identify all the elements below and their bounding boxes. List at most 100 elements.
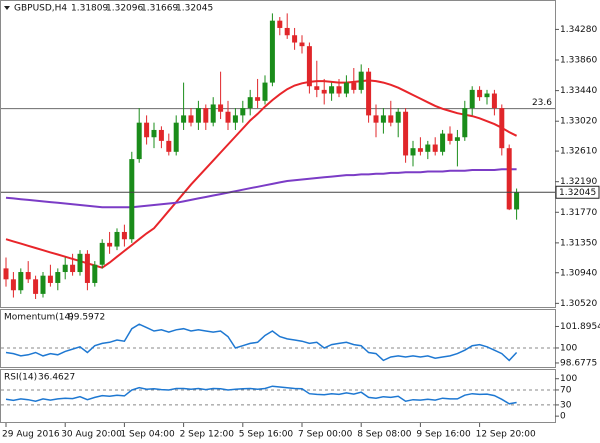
candle-body: [247, 97, 253, 109]
x-tick-label: 30 Aug 20:00: [61, 430, 122, 440]
candle-body: [425, 144, 431, 152]
header-open: 1.31809: [71, 4, 108, 14]
momentum-value: 99.5972: [68, 313, 105, 323]
candle-body: [25, 272, 31, 280]
candle-body: [380, 115, 386, 123]
candle-body: [151, 129, 157, 138]
y-tick-label: 1.31350: [560, 238, 597, 248]
y-tick-label: 0: [560, 412, 566, 422]
candle-body: [62, 264, 68, 273]
candle-body: [55, 272, 61, 283]
fibo-label: 23.6: [532, 98, 552, 108]
candle-body: [144, 122, 150, 138]
candle-body: [10, 279, 16, 291]
symbol: GBPUSD,H4: [14, 4, 67, 14]
y-tick-label: 100: [560, 374, 577, 384]
candle-body: [33, 279, 39, 294]
candle-body: [158, 129, 164, 141]
candle-body: [218, 104, 224, 112]
candle-body: [329, 86, 335, 94]
candle-body: [306, 46, 312, 87]
candle-body: [255, 97, 261, 101]
candle-body: [136, 122, 142, 160]
y-tick-label: 1.31770: [560, 208, 597, 218]
candle-body: [432, 144, 438, 152]
candle-body: [181, 115, 187, 123]
x-tick-label: 8 Sep 08:00: [357, 430, 412, 440]
candle-body: [3, 268, 9, 280]
candle-body: [84, 253, 90, 283]
x-tick-label: 7 Sep 00:00: [298, 430, 353, 440]
candle-body: [77, 253, 83, 273]
candle-body: [477, 89, 483, 98]
collapse-icon: [4, 6, 10, 10]
candle-body: [491, 93, 497, 109]
candle-body: [99, 242, 105, 265]
candle-body: [203, 108, 209, 123]
price-box: [555, 185, 600, 199]
rsi-panel: [0, 369, 556, 423]
candle-body: [240, 108, 246, 116]
candle-body: [499, 108, 505, 149]
rsi-value: 36.4627: [38, 373, 75, 383]
header-close: 1.32045: [176, 4, 213, 14]
candle-body: [195, 108, 201, 123]
candle-body: [121, 231, 127, 240]
candle-body: [351, 82, 357, 90]
momentum-title: Momentum(14): [4, 313, 74, 323]
x-tick-label: 12 Sep 20:00: [476, 430, 536, 440]
candle-body: [469, 89, 475, 109]
candle-body: [18, 272, 24, 291]
candle-body: [506, 148, 512, 210]
candle-body: [114, 231, 120, 247]
candle-body: [417, 148, 423, 152]
indicator-line: [5, 323, 518, 362]
header-high: 1.32096: [106, 4, 143, 14]
candle-body: [410, 148, 416, 156]
candle-body: [358, 71, 364, 90]
y-tick-label: 100: [560, 343, 577, 353]
candle-body: [395, 111, 401, 123]
y-tick-label: 1.34280: [560, 25, 597, 35]
candle-body: [292, 35, 298, 43]
candle-body: [40, 275, 46, 294]
candle-body: [514, 192, 520, 210]
candle-body: [336, 86, 342, 94]
candle-body: [262, 82, 268, 101]
candle-body: [210, 104, 216, 123]
y-tick-label: 70: [560, 385, 572, 395]
y-tick-label: 1.33440: [560, 86, 597, 96]
rsi-title: RSI(14): [4, 373, 37, 383]
header-low: 1.31669: [141, 4, 178, 14]
candle-body: [343, 82, 349, 94]
candle-body: [321, 89, 327, 94]
moving-average: [5, 79, 518, 269]
candle-body: [92, 264, 98, 283]
candle-body: [166, 140, 172, 152]
candle-body: [388, 115, 394, 123]
momentum-panel: [0, 309, 556, 368]
candle-body: [129, 159, 135, 240]
x-tick-label: 1 Sep 04:00: [120, 430, 175, 440]
candle-body: [107, 242, 113, 247]
x-tick-label: 29 Aug 2016: [2, 430, 60, 440]
y-tick-label: 1.33020: [560, 117, 597, 127]
candle-body: [225, 111, 231, 123]
y-tick-label: 98.6775: [560, 358, 597, 368]
candle-body: [284, 27, 290, 36]
y-tick-label: 30: [560, 400, 572, 410]
y-tick-label: 1.33860: [560, 56, 597, 66]
x-tick-label: 2 Sep 12:00: [180, 430, 235, 440]
price-box-label: 1.32045: [559, 188, 596, 198]
candle-body: [314, 86, 320, 90]
candle-body: [277, 20, 283, 28]
y-tick-label: 101.8954: [560, 322, 600, 332]
y-tick-label: 1.32190: [560, 177, 597, 187]
candle-body: [403, 111, 409, 156]
candle-body: [173, 122, 179, 152]
candle-body: [484, 93, 490, 98]
candle-body: [373, 115, 379, 123]
candle-body: [188, 115, 194, 123]
